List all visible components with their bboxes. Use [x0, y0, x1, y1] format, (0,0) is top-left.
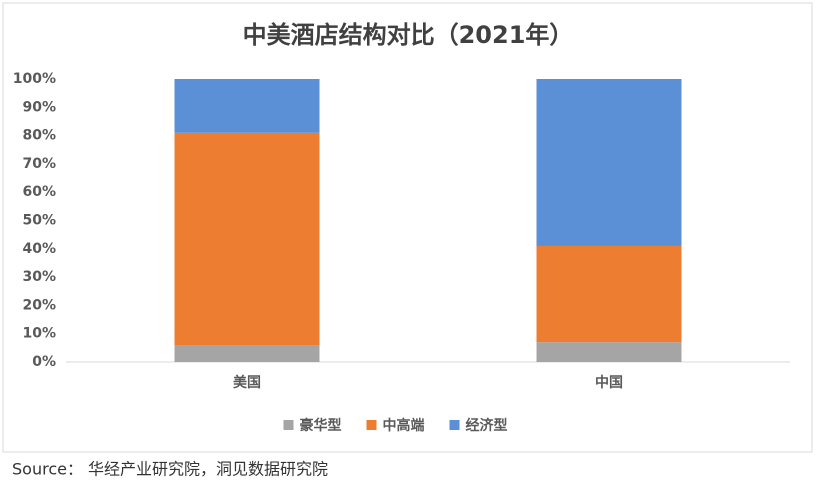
- chart-frame: [2, 2, 813, 453]
- legend-swatch: [366, 420, 377, 430]
- y-tick-label: 60%: [22, 184, 56, 200]
- bar-segment: [536, 342, 682, 362]
- x-tick-label: 中国: [595, 374, 623, 391]
- bar-segment: [174, 345, 320, 362]
- y-tick-label: 90%: [22, 99, 56, 115]
- legend-label: 中高端: [383, 417, 425, 434]
- y-tick-label: 80%: [22, 128, 56, 144]
- legend-label: 豪华型: [300, 417, 342, 434]
- x-tick-label: 美国: [233, 374, 261, 391]
- y-tick-label: 30%: [22, 269, 56, 285]
- bar-segment: [536, 79, 682, 246]
- y-tick-label: 100%: [13, 71, 56, 87]
- y-tick-label: 20%: [22, 297, 56, 313]
- bar-segment: [536, 245, 682, 343]
- y-tick-label: 0%: [32, 354, 56, 370]
- legend-label: 经济型: [466, 417, 508, 434]
- legend-swatch: [283, 420, 294, 430]
- chart-title: 中美酒店结构对比（2021年）: [243, 21, 574, 49]
- legend-swatch: [449, 420, 460, 430]
- y-tick-label: 70%: [22, 156, 56, 172]
- source-note: Source： 华经产业研究院，洞见数据研究院: [12, 460, 328, 479]
- y-tick-label: 50%: [22, 213, 56, 229]
- y-tick-label: 40%: [22, 241, 56, 257]
- bar-segment: [174, 79, 320, 133]
- bar-segment: [174, 132, 320, 346]
- y-tick-label: 10%: [22, 326, 56, 342]
